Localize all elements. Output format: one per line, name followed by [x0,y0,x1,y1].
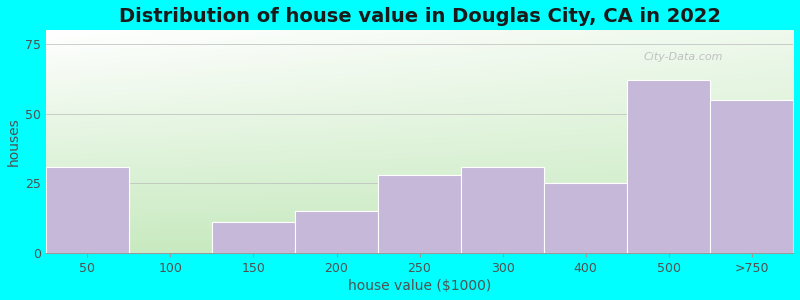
Bar [46,167,129,253]
Text: City-Data.com: City-Data.com [644,52,723,62]
Bar [378,175,461,253]
X-axis label: house value ($1000): house value ($1000) [348,279,491,293]
Bar [627,80,710,253]
Y-axis label: houses: houses [7,117,21,166]
Bar [378,175,461,253]
Bar [461,167,544,253]
Bar [710,100,793,253]
Bar [544,183,627,253]
Bar [544,183,627,253]
Bar [46,167,129,253]
Bar [295,211,378,253]
Bar [212,222,295,253]
Bar [627,80,710,253]
Bar [295,211,378,253]
Bar [710,100,793,253]
Bar [461,167,544,253]
Bar [212,222,295,253]
Title: Distribution of house value in Douglas City, CA in 2022: Distribution of house value in Douglas C… [118,7,721,26]
